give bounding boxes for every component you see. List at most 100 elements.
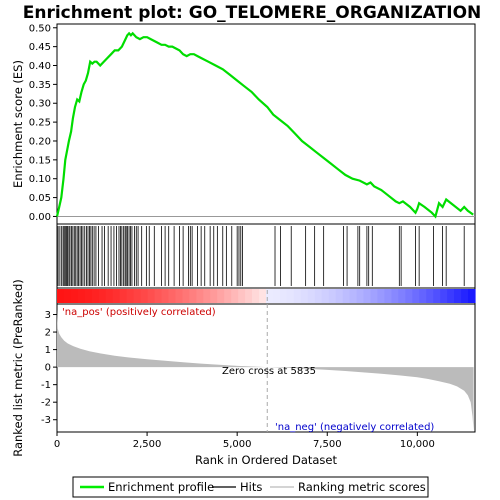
ranking-y-tick-label: 1 bbox=[45, 345, 51, 356]
rank-color-segment bbox=[370, 289, 379, 303]
ranking-y-tick-label: 2 bbox=[45, 328, 51, 339]
rank-color-segment bbox=[300, 289, 309, 303]
rank-color-segment bbox=[461, 289, 469, 303]
rank-color-segment bbox=[133, 289, 142, 303]
es-y-tick-label: 0.25 bbox=[29, 118, 51, 129]
rank-color-segment bbox=[454, 289, 462, 303]
es-y-ticks: 0.00 0.05 0.10 0.15 0.20 0.25 0.30 0.35 0.40 0.45… bbox=[29, 23, 57, 223]
rank-color-segment bbox=[231, 289, 239, 303]
rank-color-segment bbox=[182, 289, 190, 303]
legend: Enrichment profile Hits Ranking metric s… bbox=[72, 476, 429, 498]
es-y-tick-label: 0.45 bbox=[29, 42, 51, 53]
rank-color-segment bbox=[468, 289, 476, 303]
rank-color-segment bbox=[405, 289, 413, 303]
ranking-y-tick-label: 3 bbox=[45, 310, 51, 321]
es-y-tick-label: 0.15 bbox=[29, 155, 51, 166]
x-tick-label: 7,500 bbox=[313, 439, 342, 450]
x-axis-label: Rank in Ordered Dataset bbox=[195, 453, 338, 467]
ranking-y-tick-label: -2 bbox=[41, 398, 51, 409]
x-tick-label: 10,000 bbox=[400, 439, 435, 450]
rank-color-segment bbox=[154, 289, 163, 303]
ranking-panel-frame bbox=[56, 303, 476, 433]
chart-title: Enrichment plot: GO_TELOMERE_ORGANIZATIO… bbox=[23, 3, 482, 23]
es-y-tick-label: 0.40 bbox=[29, 61, 51, 72]
rank-color-segment bbox=[335, 289, 344, 303]
rank-color-segment bbox=[140, 289, 149, 303]
rank-color-segment bbox=[440, 289, 448, 303]
rank-color-segment bbox=[307, 289, 316, 303]
rank-color-segment bbox=[224, 289, 232, 303]
rank-color-segment bbox=[349, 289, 358, 303]
hits-panel-frame bbox=[56, 223, 476, 289]
rank-color-segment bbox=[126, 289, 135, 303]
rank-color-segment bbox=[259, 289, 267, 303]
ranking-y-axis-label: Ranked list metric (PreRanked) bbox=[11, 279, 25, 457]
rank-color-segment bbox=[189, 289, 197, 303]
rank-color-segment bbox=[293, 289, 302, 303]
es-y-tick-label: 0.05 bbox=[29, 193, 51, 204]
legend-frame bbox=[72, 476, 429, 498]
ranking-y-tick-label: -1 bbox=[41, 380, 51, 391]
ranking-metric-area bbox=[57, 309, 474, 431]
es-panel-frame bbox=[56, 23, 476, 225]
negative-correlation-label: 'na_neg' (negatively correlated) bbox=[275, 422, 434, 433]
rank-color-segment bbox=[84, 289, 93, 303]
rank-color-segment bbox=[384, 289, 392, 303]
rank-color-segment bbox=[217, 289, 225, 303]
es-y-tick-label: 0.10 bbox=[29, 174, 51, 185]
rank-color-segment bbox=[63, 289, 72, 303]
rank-color-segment bbox=[252, 289, 260, 303]
es-y-axis-label: Enrichment score (ES) bbox=[11, 60, 25, 188]
x-tick-label: 0 bbox=[54, 439, 60, 450]
rank-color-segment bbox=[238, 289, 246, 303]
rank-color-segment bbox=[391, 289, 399, 303]
rank-color-bar bbox=[56, 287, 476, 305]
rank-color-segment bbox=[321, 289, 330, 303]
es-y-tick-label: 0.50 bbox=[29, 23, 51, 34]
rank-color-segment bbox=[105, 289, 114, 303]
positive-correlation-label: 'na_pos' (positively correlated) bbox=[62, 307, 216, 318]
rank-color-segment bbox=[266, 289, 274, 303]
rank-color-segment bbox=[77, 289, 86, 303]
hits-panel bbox=[56, 223, 476, 289]
rank-color-segment bbox=[426, 289, 434, 303]
ranking-y-tick-label: 0 bbox=[45, 363, 51, 374]
rank-color-segment bbox=[161, 289, 170, 303]
x-axis-ticks: 0 2,500 5,000 7,500 10,000 bbox=[54, 432, 435, 450]
rank-color-segment bbox=[419, 289, 427, 303]
rank-color-segment bbox=[175, 289, 183, 303]
rank-color-segment bbox=[70, 289, 79, 303]
x-tick-label: 5,000 bbox=[223, 439, 252, 450]
rank-color-segment bbox=[433, 289, 441, 303]
rank-color-segment bbox=[203, 289, 211, 303]
legend-hits-label: Hits bbox=[240, 480, 262, 494]
rank-color-segment bbox=[342, 289, 351, 303]
rank-color-segment bbox=[245, 289, 253, 303]
x-tick-label: 2,500 bbox=[133, 439, 162, 450]
rank-color-segment bbox=[377, 289, 386, 303]
ranking-panel: 3 2 1 0 -1 -2 -3 'na_pos' (positively correlat… bbox=[11, 279, 476, 457]
es-y-tick-label: 0.00 bbox=[29, 212, 51, 223]
rank-color-segment bbox=[98, 289, 107, 303]
rank-color-segment bbox=[398, 289, 406, 303]
es-y-tick-label: 0.30 bbox=[29, 99, 51, 110]
rank-color-segment bbox=[279, 289, 288, 303]
rank-color-segment bbox=[112, 289, 121, 303]
rank-color-segment bbox=[363, 289, 372, 303]
ranking-y-ticks: 3 2 1 0 -1 -2 -3 bbox=[41, 310, 57, 426]
hit-markers bbox=[57, 226, 465, 286]
legend-enrichment-label: Enrichment profile bbox=[108, 480, 214, 494]
rank-color-segment bbox=[210, 289, 218, 303]
es-panel: 0.00 0.05 0.10 0.15 0.20 0.25 0.30 0.35 0.40 0.45… bbox=[11, 23, 476, 225]
es-y-tick-label: 0.35 bbox=[29, 80, 51, 91]
rank-color-segment bbox=[119, 289, 128, 303]
ranking-y-tick-label: -3 bbox=[41, 415, 51, 426]
rank-color-segment bbox=[196, 289, 204, 303]
rank-color-segment bbox=[314, 289, 323, 303]
rank-color-segment bbox=[447, 289, 455, 303]
rank-color-segment bbox=[57, 289, 65, 303]
rank-color-segment bbox=[147, 289, 156, 303]
rank-color-segment bbox=[412, 289, 420, 303]
enrichment-profile-line bbox=[55, 31, 474, 219]
